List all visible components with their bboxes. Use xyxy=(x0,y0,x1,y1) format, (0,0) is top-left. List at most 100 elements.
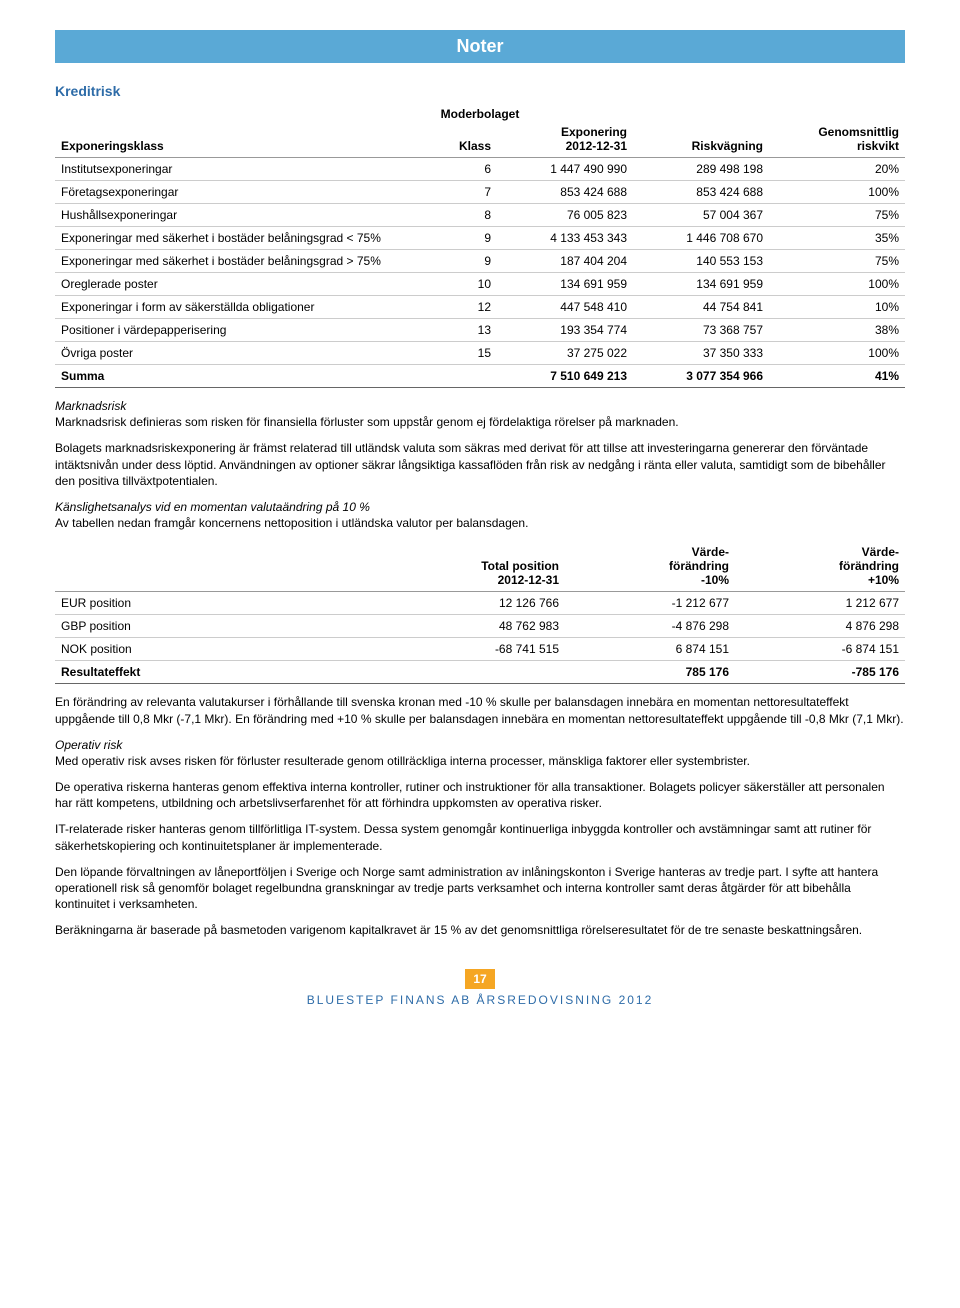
para-kanslighet: Känslighetsanalys vid en momentan valuta… xyxy=(55,499,905,531)
table-cell xyxy=(395,661,565,684)
table-row: Positioner i värdepapperisering13193 354… xyxy=(55,319,905,342)
table-row-sum: Resultateffekt 785 176-785 176 xyxy=(55,661,905,684)
table-cell: -68 741 515 xyxy=(395,638,565,661)
section-title-kreditrisk: Kreditrisk xyxy=(55,83,905,99)
table-cell: 75% xyxy=(769,204,905,227)
table-cell: 134 691 959 xyxy=(497,273,633,296)
table-cell: 73 368 757 xyxy=(633,319,769,342)
table-exponeringsklass: Exponeringsklass Klass Exponering 2012-1… xyxy=(55,121,905,388)
table1-superheader: Moderbolaget xyxy=(55,107,905,121)
table-cell: -1 212 677 xyxy=(565,592,735,615)
table-row: NOK position-68 741 5156 874 151-6 874 1… xyxy=(55,638,905,661)
table-cell: 75% xyxy=(769,250,905,273)
para-marknadsrisk: Marknadsrisk Marknadsrisk definieras som… xyxy=(55,398,905,430)
page-header: Noter xyxy=(55,30,905,63)
table-cell: 38% xyxy=(769,319,905,342)
th2-minus10: Värde- förändring -10% xyxy=(565,541,735,592)
table-row: Exponeringar med säkerhet i bostäder bel… xyxy=(55,250,905,273)
th-riskvikt: Genomsnittlig riskvikt xyxy=(769,121,905,158)
table-cell: 57 004 367 xyxy=(633,204,769,227)
table-row-sum: Summa 7 510 649 2133 077 354 96641% xyxy=(55,365,905,388)
table-cell: 9 xyxy=(429,250,497,273)
table-cell: 44 754 841 xyxy=(633,296,769,319)
table-cell: 10 xyxy=(429,273,497,296)
table-cell: Resultateffekt xyxy=(55,661,395,684)
para-marknadsrisk-head: Marknadsrisk xyxy=(55,399,126,413)
table-cell: 785 176 xyxy=(565,661,735,684)
table-cell: 12 126 766 xyxy=(395,592,565,615)
table-cell: 100% xyxy=(769,181,905,204)
table-cell: 1 447 490 990 xyxy=(497,158,633,181)
para-operativrisk-head: Operativ risk xyxy=(55,738,122,752)
table-cell: 37 275 022 xyxy=(497,342,633,365)
table-cell: Exponeringar med säkerhet i bostäder bel… xyxy=(55,250,429,273)
table-row: Hushållsexponeringar876 005 82357 004 36… xyxy=(55,204,905,227)
th-exponeringsklass: Exponeringsklass xyxy=(55,121,429,158)
table-cell: NOK position xyxy=(55,638,395,661)
para-operativrisk-body: Med operativ risk avses risken för förlu… xyxy=(55,754,750,768)
table-cell: 7 xyxy=(429,181,497,204)
table-cell: 3 077 354 966 xyxy=(633,365,769,388)
table-row: Institutsexponeringar61 447 490 990289 4… xyxy=(55,158,905,181)
para-marknadsrisk-exponering: Bolagets marknadsriskexponering är främs… xyxy=(55,440,905,489)
table-cell: 853 424 688 xyxy=(497,181,633,204)
page-number: 17 xyxy=(465,969,494,989)
table-row: Exponeringar med säkerhet i bostäder bel… xyxy=(55,227,905,250)
para-kanslighet-body: Av tabellen nedan framgår koncernens net… xyxy=(55,516,528,530)
table-valutaposition: Total position 2012-12-31 Värde- förändr… xyxy=(55,541,905,684)
table-cell: 100% xyxy=(769,273,905,296)
table-cell: 12 xyxy=(429,296,497,319)
para-forvaltning: Den löpande förvaltningen av låneportföl… xyxy=(55,864,905,913)
table-cell: 853 424 688 xyxy=(633,181,769,204)
th2-plus10: Värde- förändring +10% xyxy=(735,541,905,592)
th-riskvagning: Riskvägning xyxy=(633,121,769,158)
table-cell: -785 176 xyxy=(735,661,905,684)
table-cell: 289 498 198 xyxy=(633,158,769,181)
table-row: Övriga poster1537 275 02237 350 333100% xyxy=(55,342,905,365)
para-it-risker: IT-relaterade risker hanteras genom till… xyxy=(55,821,905,853)
table-cell: -4 876 298 xyxy=(565,615,735,638)
table-cell: 6 874 151 xyxy=(565,638,735,661)
table-cell: 76 005 823 xyxy=(497,204,633,227)
table-cell: 7 510 649 213 xyxy=(497,365,633,388)
para-operativrisk: Operativ risk Med operativ risk avses ri… xyxy=(55,737,905,769)
table-row: EUR position12 126 766-1 212 6771 212 67… xyxy=(55,592,905,615)
table-cell: 6 xyxy=(429,158,497,181)
table-row: Företagsexponeringar7853 424 688853 424 … xyxy=(55,181,905,204)
table-cell: 41% xyxy=(769,365,905,388)
table-cell: 100% xyxy=(769,342,905,365)
table-row: Oreglerade poster10134 691 959134 691 95… xyxy=(55,273,905,296)
para-operativ-hantering: De operativa riskerna hanteras genom eff… xyxy=(55,779,905,811)
document-page: Noter Kreditrisk Moderbolaget Exponering… xyxy=(0,0,960,1027)
table-row: GBP position48 762 983-4 876 2984 876 29… xyxy=(55,615,905,638)
table-cell: 447 548 410 xyxy=(497,296,633,319)
table-cell: Exponeringar i form av säkerställda obli… xyxy=(55,296,429,319)
th-klass: Klass xyxy=(429,121,497,158)
th2-total: Total position 2012-12-31 xyxy=(395,541,565,592)
table-cell: 4 876 298 xyxy=(735,615,905,638)
table-cell: 15 xyxy=(429,342,497,365)
table-cell: 10% xyxy=(769,296,905,319)
table-cell: 37 350 333 xyxy=(633,342,769,365)
para-berakningar: Beräkningarna är baserade på basmetoden … xyxy=(55,922,905,938)
table-cell: EUR position xyxy=(55,592,395,615)
th2-blank xyxy=(55,541,395,592)
table-cell: 1 446 708 670 xyxy=(633,227,769,250)
table-cell: Övriga poster xyxy=(55,342,429,365)
table-cell: Oreglerade poster xyxy=(55,273,429,296)
table-cell: 35% xyxy=(769,227,905,250)
table-cell: 9 xyxy=(429,227,497,250)
table-cell: 1 212 677 xyxy=(735,592,905,615)
table-cell: GBP position xyxy=(55,615,395,638)
table-cell: Företagsexponeringar xyxy=(55,181,429,204)
table-cell: Hushållsexponeringar xyxy=(55,204,429,227)
para-kanslighet-head: Känslighetsanalys vid en momentan valuta… xyxy=(55,500,370,514)
table-cell: Positioner i värdepapperisering xyxy=(55,319,429,342)
table-cell: Institutsexponeringar xyxy=(55,158,429,181)
table-cell: 193 354 774 xyxy=(497,319,633,342)
table-cell: Summa xyxy=(55,365,429,388)
table-cell: 140 553 153 xyxy=(633,250,769,273)
table-cell: 8 xyxy=(429,204,497,227)
para-valutaeffekt: En förändring av relevanta valutakurser … xyxy=(55,694,905,726)
table-cell: 4 133 453 343 xyxy=(497,227,633,250)
